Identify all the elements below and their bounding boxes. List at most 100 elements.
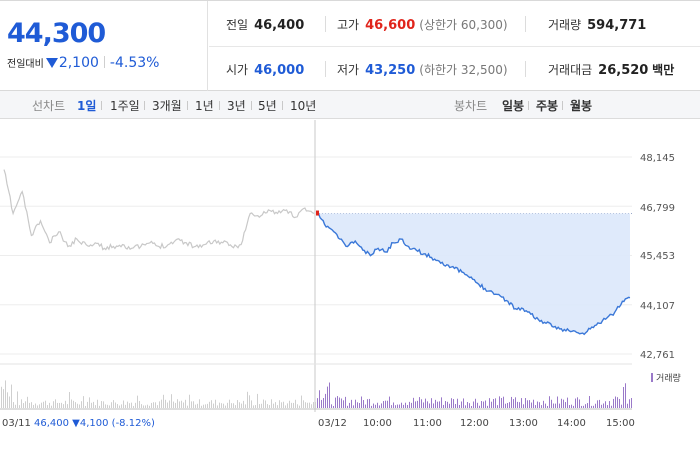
volume-bar <box>623 387 624 408</box>
volume-bar <box>567 397 568 408</box>
prev-close-value: 46,400 <box>254 18 305 33</box>
volume-bar <box>225 405 226 408</box>
open-marker <box>316 210 319 216</box>
volume-bar <box>629 399 630 408</box>
volume-bar <box>103 401 104 408</box>
volume-bar <box>243 400 244 408</box>
volume-bar <box>109 405 110 408</box>
volume-bar <box>273 403 274 408</box>
volume-bar <box>1 386 2 408</box>
trade-value: 거래대금 26,520 백만 <box>548 61 674 78</box>
volume-bar <box>219 402 220 408</box>
volume-bar <box>153 402 154 408</box>
volume-bar <box>197 403 198 408</box>
volume-bar <box>405 402 406 408</box>
volume-bar <box>21 399 22 408</box>
volume-bar <box>563 399 564 408</box>
volume-bar <box>5 380 6 408</box>
tab-3y[interactable]: 3년 <box>227 99 246 113</box>
volume-bar <box>193 401 194 408</box>
volume-bar <box>177 399 178 408</box>
volume-bar <box>121 404 122 408</box>
volume-bar <box>215 399 216 408</box>
volume-bar <box>503 396 504 408</box>
volume-bar <box>277 405 278 408</box>
tab-5y[interactable]: 5년 <box>258 99 277 113</box>
volume-bar <box>241 403 242 408</box>
current-price: 44,300 <box>7 18 106 49</box>
volume-bar <box>159 401 160 408</box>
low-label: 저가 <box>337 63 360 77</box>
change-amount: 2,100 <box>58 55 99 71</box>
volume-bar <box>143 405 144 408</box>
row-divider <box>209 46 700 47</box>
volume-bar <box>531 402 532 408</box>
volume-bar <box>603 403 604 408</box>
volume-bar <box>493 398 494 408</box>
volume-bar <box>191 401 192 408</box>
volume-bar <box>539 402 540 408</box>
volume-bar <box>407 404 408 408</box>
volume-bar <box>95 405 96 408</box>
tab-daily-candle[interactable]: 일봉 <box>502 99 525 113</box>
volume-bar <box>449 403 450 408</box>
tab-weekly-candle[interactable]: 주봉 <box>536 99 559 113</box>
volume-bar <box>581 405 582 408</box>
divider <box>325 61 326 77</box>
tab-1w[interactable]: 1주일 <box>110 99 140 113</box>
y-tick: 45,453 <box>640 251 675 262</box>
y-axis: 48,145 46,799 45,453 44,107 42,761 <box>640 153 675 361</box>
volume-bar <box>345 396 346 408</box>
volume-bar <box>223 403 224 408</box>
open-label: 시가 <box>226 63 249 77</box>
volume-bar <box>163 394 164 408</box>
volume-bar <box>631 398 632 408</box>
volume-bar <box>125 404 126 408</box>
volume-bar <box>213 403 214 408</box>
tab-10y[interactable]: 10년 <box>290 99 317 113</box>
volume-bar <box>391 405 392 408</box>
tab-1d[interactable]: 1일 <box>77 99 97 113</box>
volume-bar <box>337 396 338 408</box>
volume-bar <box>367 399 368 408</box>
volume-bar <box>235 405 236 408</box>
volume-bar <box>23 403 24 408</box>
volume-bar <box>357 402 358 408</box>
volume-bar <box>271 399 272 408</box>
volume-bar <box>395 405 396 408</box>
volume-bar <box>615 396 616 408</box>
volume-bar <box>577 397 578 408</box>
volume-bar <box>599 399 600 408</box>
volume-bar <box>293 402 294 408</box>
volume-bar <box>385 400 386 408</box>
series-layer <box>3 169 632 336</box>
volume-bar <box>77 403 78 408</box>
volume-bar <box>305 402 306 408</box>
volume-bar <box>315 401 316 408</box>
change-label: 전일대비 <box>7 59 44 70</box>
volume-bar <box>573 405 574 408</box>
volume-bar <box>551 399 552 408</box>
volume-bar <box>451 398 452 408</box>
volume-bar <box>233 403 234 408</box>
tab-monthly-candle[interactable]: 월봉 <box>570 99 593 113</box>
tab-1y[interactable]: 1년 <box>195 99 214 113</box>
volume-bar <box>351 399 352 408</box>
volume-bar <box>359 403 360 408</box>
volume-bar <box>203 404 204 408</box>
x-axis: 03/11 46,400 ▼4,100 (-8.12%) 03/12 10:00… <box>2 418 635 429</box>
volume-bar <box>111 402 112 408</box>
volume-bar <box>435 399 436 408</box>
volume-bar <box>313 402 314 408</box>
volume-bar <box>559 403 560 408</box>
volume-bar <box>185 399 186 408</box>
volume-bar <box>419 397 420 408</box>
volume-bar <box>565 402 566 408</box>
volume-bar <box>341 398 342 408</box>
volume-bar <box>35 403 36 408</box>
price-chart[interactable]: 48,145 46,799 45,453 44,107 42,761 거래량 0… <box>0 120 700 450</box>
volume-bar <box>513 399 514 408</box>
tab-3m[interactable]: 3개월 <box>152 99 182 113</box>
volume-bar <box>621 404 622 408</box>
volume-bar <box>607 405 608 408</box>
